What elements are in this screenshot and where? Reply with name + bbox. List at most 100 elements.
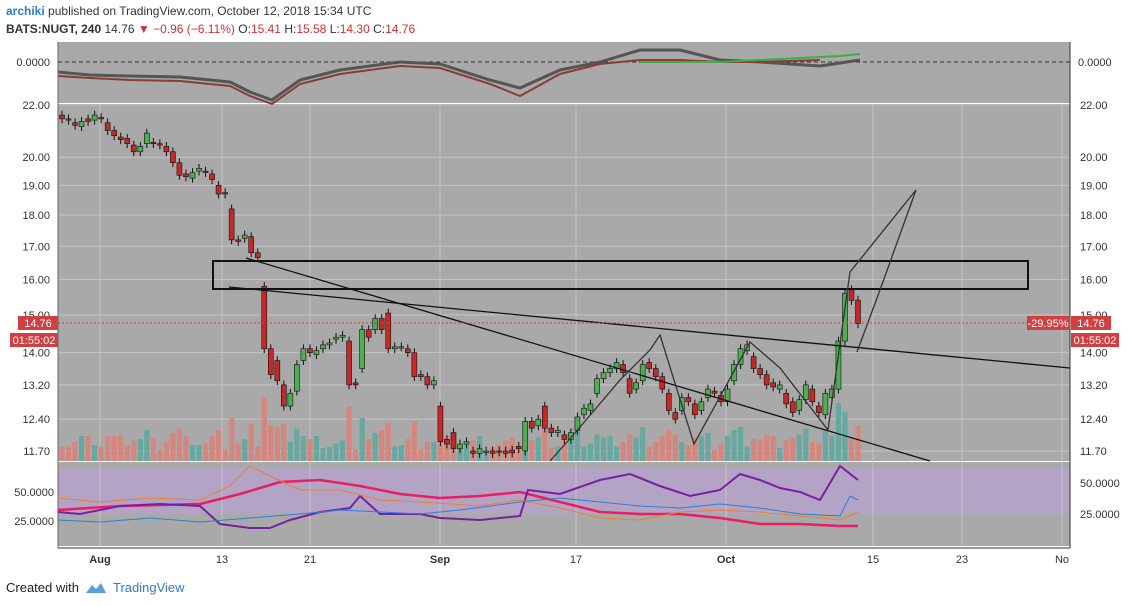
low-value: 14.30 bbox=[339, 22, 370, 36]
candle-body bbox=[594, 378, 600, 394]
candle-body bbox=[457, 443, 463, 449]
left-countdown-badge bbox=[10, 333, 58, 347]
rsi-25-right: 25.0000 bbox=[1080, 509, 1120, 521]
volume-bar bbox=[326, 446, 333, 461]
volume-bar bbox=[594, 434, 600, 461]
candle-body bbox=[789, 401, 796, 413]
x-tick-label: 23 bbox=[956, 554, 968, 566]
volume-bar bbox=[405, 439, 411, 461]
right-price-badge bbox=[1071, 316, 1111, 330]
footer: Created with TradingView bbox=[6, 580, 185, 595]
candle-body bbox=[352, 382, 359, 386]
tradingview-link[interactable]: TradingView bbox=[112, 580, 185, 595]
candle-body bbox=[450, 432, 457, 449]
y-tick-right: 22.00 bbox=[1080, 100, 1108, 112]
candle-body bbox=[228, 208, 235, 241]
volume-bar bbox=[790, 437, 796, 461]
candle-body bbox=[157, 143, 163, 146]
volume-bar bbox=[711, 449, 718, 461]
trendline-1[interactable] bbox=[228, 286, 1071, 369]
oscillator-line-grey bbox=[57, 48, 861, 102]
candle-body bbox=[78, 121, 85, 127]
candle-body bbox=[144, 132, 150, 144]
volume-bar bbox=[744, 446, 750, 461]
volume-bar bbox=[163, 442, 169, 461]
y-tick-right: 20.00 bbox=[1080, 152, 1108, 164]
volume-bar bbox=[855, 425, 861, 461]
volume-bar bbox=[516, 449, 522, 461]
volume-bar bbox=[613, 446, 620, 461]
y-tick-right: 18.00 bbox=[1080, 210, 1108, 222]
candle-body bbox=[287, 392, 294, 407]
volume-bar bbox=[751, 439, 757, 461]
low-label: L: bbox=[329, 22, 340, 36]
left-countdown-text: 01:55:02 bbox=[13, 335, 56, 347]
x-tick-label: Sep bbox=[430, 554, 450, 566]
volume-bar bbox=[118, 436, 124, 461]
rsi-band bbox=[58, 468, 1070, 514]
rsi-line-purple bbox=[57, 464, 859, 529]
volume-bar bbox=[418, 449, 424, 461]
candle-body bbox=[431, 380, 437, 386]
price-panel bbox=[58, 104, 1070, 461]
candle-body bbox=[626, 378, 633, 394]
volume-bar bbox=[685, 445, 691, 461]
pattern-lines[interactable] bbox=[549, 189, 917, 462]
candle-body bbox=[176, 162, 183, 176]
y-tick-right: 11.70 bbox=[1080, 446, 1107, 458]
x-tick-label: Oct bbox=[717, 554, 736, 566]
volume-bar bbox=[255, 446, 261, 461]
resistance-box[interactable] bbox=[212, 260, 1029, 290]
author-name[interactable]: archiki bbox=[6, 4, 45, 18]
volume-bar bbox=[105, 436, 111, 461]
candle-body bbox=[652, 368, 659, 377]
rsi-50-left: 50.0000 bbox=[14, 487, 54, 499]
rsi-line-pink bbox=[57, 478, 858, 528]
x-tick-label: Aug bbox=[89, 554, 110, 566]
candle-body bbox=[770, 382, 776, 388]
volume-bar bbox=[548, 448, 554, 461]
candle-body bbox=[320, 344, 326, 350]
volume-bar bbox=[268, 425, 274, 461]
symbol-info: BATS:NUGT, 240 14.76 ▼ −0.96 (−6.11%) O:… bbox=[6, 22, 415, 36]
x-tick-label: 15 bbox=[867, 554, 879, 566]
volume-bar bbox=[65, 446, 72, 461]
price-chart[interactable]: 22.00 22.00 20.00 20.00 19.00 19.00 18.00 18.00… bbox=[0, 0, 1130, 570]
candle-body bbox=[437, 405, 444, 443]
candle-body bbox=[502, 450, 509, 454]
candle-body bbox=[607, 368, 613, 373]
candle-body bbox=[783, 392, 790, 405]
candle-body bbox=[365, 329, 372, 338]
volume-bar bbox=[822, 430, 828, 461]
volume-bar bbox=[653, 442, 659, 461]
oscillator-line-green bbox=[640, 53, 861, 63]
candle-body bbox=[267, 348, 274, 375]
volume-bar bbox=[646, 446, 652, 461]
candle-body bbox=[757, 368, 763, 375]
candle-body bbox=[254, 252, 261, 258]
candle-body bbox=[633, 382, 639, 390]
candle-body bbox=[711, 390, 718, 394]
volume-bar bbox=[111, 436, 117, 461]
trendline-2[interactable] bbox=[245, 257, 931, 462]
y-tick-left: 14.00 bbox=[22, 348, 50, 360]
volume-bar bbox=[561, 442, 567, 461]
rsi-line-orange bbox=[57, 465, 859, 521]
volume-bar bbox=[777, 448, 783, 461]
volume-bar bbox=[137, 439, 143, 461]
volume-bar bbox=[431, 442, 437, 461]
volume-bar bbox=[385, 422, 391, 461]
candle-body bbox=[665, 392, 672, 411]
candle-body bbox=[489, 450, 496, 454]
volume-bar bbox=[607, 436, 613, 461]
x-tick-label: 13 bbox=[216, 554, 228, 566]
open-value: 15.41 bbox=[250, 22, 281, 36]
pattern-lines-2[interactable] bbox=[856, 189, 917, 353]
created-with-label: Created with bbox=[6, 580, 79, 595]
volume-bar bbox=[411, 421, 417, 461]
volume-bar bbox=[581, 446, 587, 461]
volume-bar bbox=[764, 434, 770, 461]
candle-body bbox=[515, 446, 522, 449]
candle-body bbox=[705, 388, 711, 398]
candle-body bbox=[183, 173, 189, 178]
